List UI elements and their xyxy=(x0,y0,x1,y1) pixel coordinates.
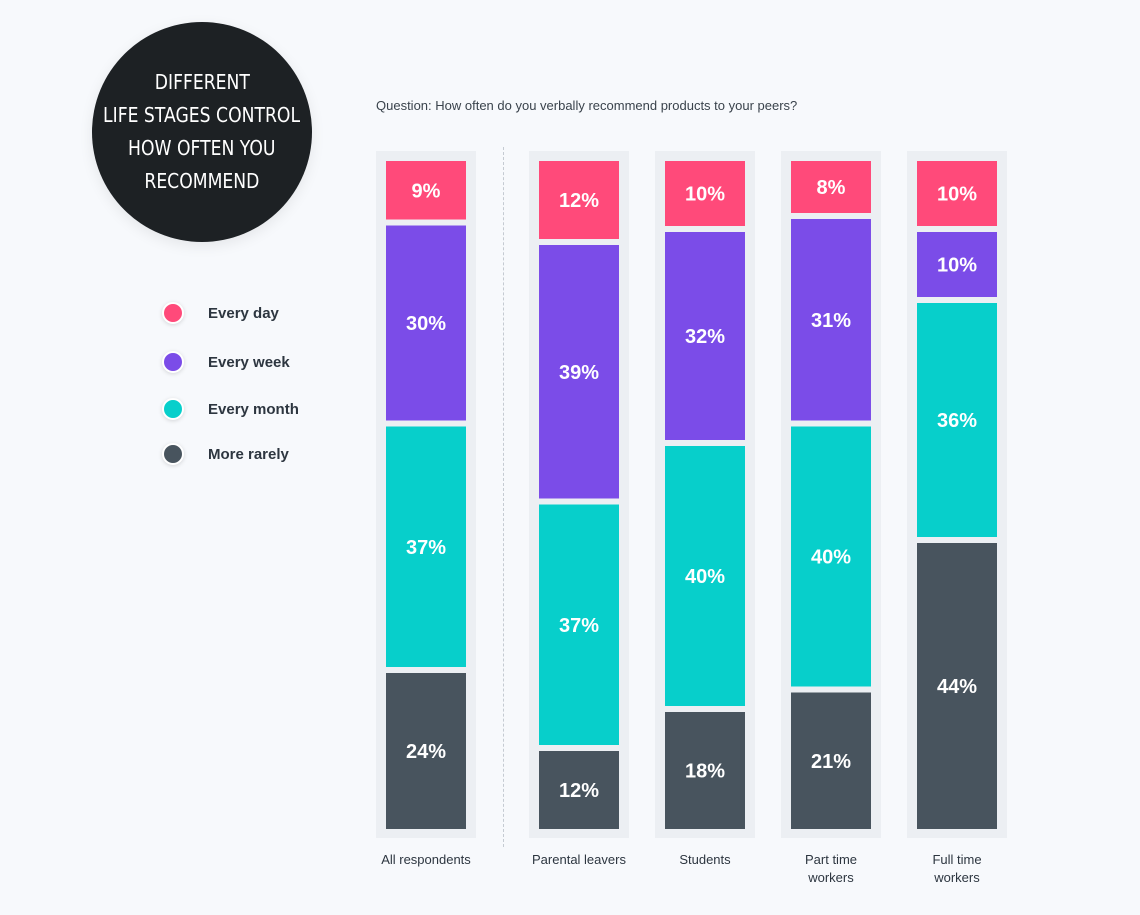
legend-item-every-month: Every month xyxy=(162,394,352,424)
group-divider xyxy=(503,147,504,847)
category-label: workers xyxy=(933,870,980,885)
chart-title-line: RECOMMEND xyxy=(144,169,260,193)
legend-label: More rarely xyxy=(208,445,289,463)
data-label: 31% xyxy=(811,310,851,332)
data-label: 12% xyxy=(559,190,599,212)
bar-segment xyxy=(917,232,997,297)
data-label: 40% xyxy=(811,547,851,569)
bar-segment xyxy=(386,673,466,829)
bar-segment xyxy=(539,245,619,499)
legend-swatch xyxy=(162,443,184,465)
data-label: 37% xyxy=(559,615,599,637)
data-label: 8% xyxy=(817,177,846,199)
legend-swatch xyxy=(162,398,184,420)
category-label: workers xyxy=(807,870,854,885)
data-label: 9% xyxy=(412,180,441,202)
category-label: All respondents xyxy=(381,852,471,867)
bar-segment xyxy=(539,504,619,745)
category-label: Parental leavers xyxy=(532,852,626,867)
chart-title-badge: DIFFERENT LIFE STAGES CONTROL HOW OFTEN … xyxy=(92,22,312,242)
chart-title-line: DIFFERENT xyxy=(154,70,250,94)
legend-label: Every month xyxy=(208,400,299,418)
data-label: 39% xyxy=(559,362,599,384)
chart-title-line: LIFE STAGES CONTROL xyxy=(103,103,301,127)
bar-segment xyxy=(665,232,745,440)
legend-item-more-rarely: More rarely xyxy=(162,439,352,469)
data-label: 32% xyxy=(685,326,725,348)
category-label: Full time xyxy=(932,852,981,867)
data-label: 37% xyxy=(406,537,446,559)
legend-label: Every day xyxy=(208,304,279,322)
data-label: 18% xyxy=(685,761,725,783)
legend-swatch xyxy=(162,302,184,324)
data-label: 10% xyxy=(685,184,725,206)
legend-item-every-week: Every week xyxy=(162,347,352,377)
bar-segment xyxy=(917,303,997,537)
data-label: 21% xyxy=(811,751,851,773)
bar-segment xyxy=(386,225,466,421)
bar-segment xyxy=(791,692,871,829)
data-label: 10% xyxy=(937,255,977,277)
data-label: 36% xyxy=(937,410,977,432)
chart-title-line: HOW OFTEN YOU xyxy=(128,136,276,160)
bar-segment xyxy=(665,161,745,226)
bar-segment xyxy=(917,543,997,829)
data-label: 40% xyxy=(685,566,725,588)
survey-question: Question: How often do you verbally reco… xyxy=(376,98,798,113)
bar-segment xyxy=(386,426,466,667)
data-label: 30% xyxy=(406,313,446,335)
data-label: 12% xyxy=(559,780,599,802)
legend-item-every-day: Every day xyxy=(162,298,352,328)
bar-segment xyxy=(539,751,619,829)
bar-segment xyxy=(539,161,619,239)
bar-segment xyxy=(665,712,745,829)
category-label: Part time xyxy=(805,852,857,867)
bar-segment xyxy=(665,446,745,706)
legend-label: Every week xyxy=(208,353,290,371)
bar-segment xyxy=(917,161,997,226)
legend-swatch xyxy=(162,351,184,373)
data-label: 10% xyxy=(937,184,977,206)
bar-segment xyxy=(791,161,871,213)
bar-segment xyxy=(791,426,871,687)
data-label: 24% xyxy=(406,741,446,763)
bar-segment xyxy=(386,161,466,220)
data-label: 44% xyxy=(937,676,977,698)
category-label: Students xyxy=(679,852,731,867)
bar-segment xyxy=(791,219,871,421)
